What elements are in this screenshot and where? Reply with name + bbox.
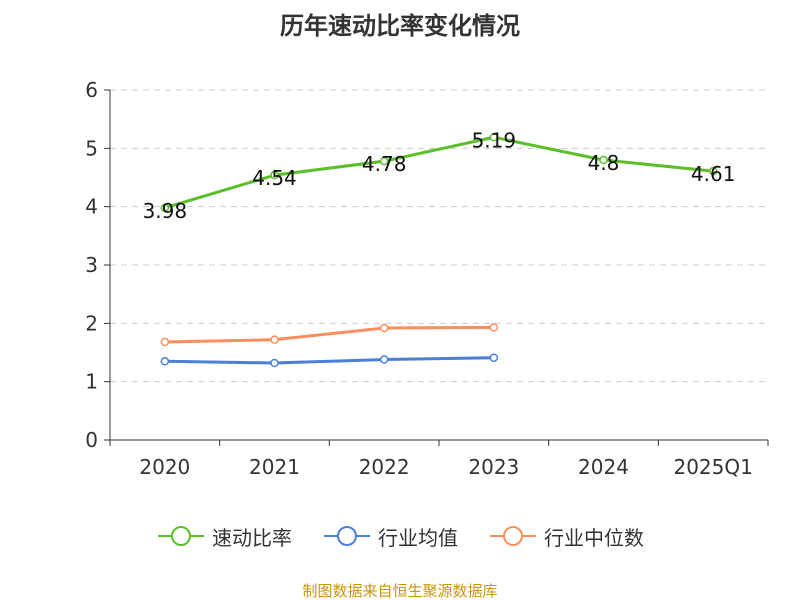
x-tick-label: 2020 (139, 455, 190, 479)
legend-item-3[interactable]: 行业中位数 (488, 522, 644, 551)
data-label: 5.19 (472, 128, 517, 152)
data-point (489, 323, 499, 332)
legend-marker-icon (158, 526, 204, 546)
y-tick-label: 3 (85, 253, 98, 277)
y-tick-label: 0 (85, 428, 98, 452)
y-tick-label: 1 (85, 370, 98, 394)
data-label: 4.61 (691, 162, 736, 186)
data-point (270, 358, 279, 368)
x-tick-label: 2021 (249, 455, 300, 479)
data-point (599, 155, 608, 165)
x-tick-label: 2023 (468, 455, 519, 479)
legend-item-1[interactable]: 速动比率 (156, 522, 292, 551)
series-line-3 (164, 325, 494, 344)
x-tick-label: 2022 (359, 455, 410, 479)
data-point (489, 133, 499, 142)
legend-marker-icon (490, 526, 536, 546)
data-label: 4.78 (362, 152, 407, 176)
y-tick-label: 5 (85, 136, 98, 160)
legend-label: 速动比率 (212, 525, 292, 550)
data-point (160, 357, 170, 366)
y-tick-label: 4 (85, 195, 98, 219)
data-point (379, 355, 389, 364)
data-label: 4.8 (588, 151, 620, 175)
y-tick-label: 2 (85, 311, 98, 335)
x-tick-label: 2024 (578, 455, 629, 479)
data-label: 4.54 (252, 166, 297, 190)
legend-marker-icon (324, 526, 370, 546)
legend-label: 行业均值 (378, 525, 458, 550)
series-line-1 (164, 135, 714, 210)
data-point (379, 156, 389, 166)
data-point (708, 166, 718, 176)
series-line-2 (164, 356, 494, 365)
data-point (160, 203, 170, 213)
chart-legend: 速动比率 行业均值 行业中位数 (0, 520, 800, 552)
data-label: 3.98 (143, 199, 188, 223)
legend-item-2[interactable]: 行业均值 (322, 522, 458, 551)
data-point (270, 170, 279, 180)
chart-title: 历年速动比率变化情况 (280, 12, 520, 40)
legend-label: 行业中位数 (544, 525, 644, 550)
data-point (489, 353, 499, 362)
x-tick-label: 2025Q1 (673, 455, 752, 479)
source-note: 制图数据来自恒生聚源数据库 (302, 582, 498, 600)
y-tick-label: 6 (85, 78, 98, 102)
data-point (379, 323, 389, 333)
data-point (160, 337, 170, 347)
data-point (270, 335, 279, 344)
